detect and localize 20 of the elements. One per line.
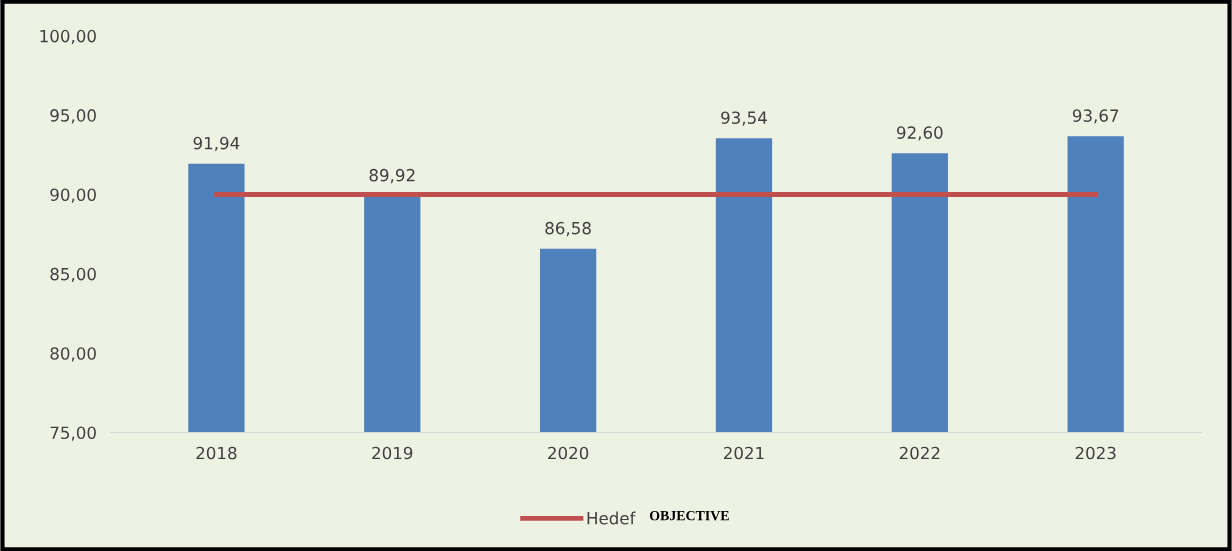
data-label: 86,58 [545, 221, 591, 237]
data-label: 91,94 [193, 136, 240, 152]
y-tick-label: 75,00 [50, 426, 96, 441]
y-tick-label: 100,00 [40, 29, 96, 45]
x-tick-label: 2022 [899, 446, 940, 460]
y-tick-label: 85,00 [50, 267, 96, 283]
x-tick-label: 2018 [196, 446, 237, 460]
data-label: 92,60 [897, 126, 943, 141]
data-label: 93,67 [1072, 109, 1119, 124]
legend-label: Hedef [587, 511, 636, 525]
y-tick-label: 80,00 [50, 347, 96, 362]
data-label: 89,92 [369, 168, 415, 184]
y-tick-label: 90,00 [50, 188, 96, 203]
data-label: 93,54 [721, 111, 767, 126]
x-tick-label: 2020 [548, 446, 589, 460]
x-tick-label: 2023 [1075, 446, 1116, 460]
x-tick-label: 2021 [723, 446, 764, 460]
text: OBJECTIVE [649, 510, 729, 521]
x-tick-label: 2019 [372, 446, 413, 460]
y-tick-label: 95,00 [50, 109, 96, 124]
